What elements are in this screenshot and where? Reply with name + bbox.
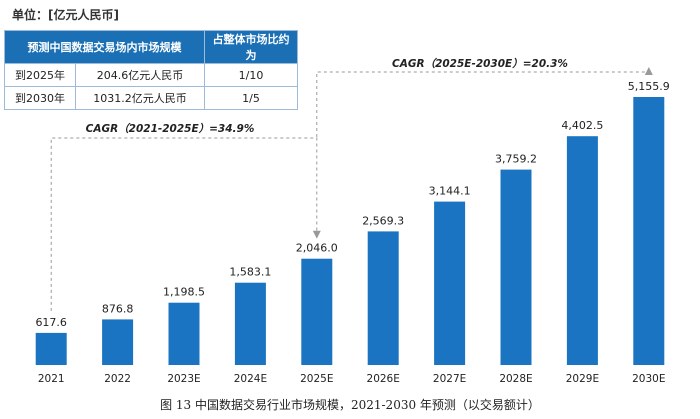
figure-caption: 图 13 中国数据交易行业市场规模，2021-2030 年预测（以交易额计） (160, 398, 540, 412)
x-tick-label-2024E: 2024E (234, 373, 267, 385)
value-label-2026E: 2,569.3 (362, 214, 404, 227)
x-tick-label-2026E: 2026E (367, 373, 400, 385)
bar-2021 (35, 332, 67, 365)
value-label-2022: 876.8 (102, 302, 134, 315)
cagr-guide-line-2 (316, 67, 653, 137)
bar-2022 (102, 319, 134, 365)
info-table-cell: 到2025年 (4, 63, 76, 87)
cagr-annotation-2025-2030: CAGR（2025E-2030E）=20.3% (392, 57, 568, 70)
value-label-2028E: 3,759.2 (495, 153, 537, 166)
value-label-2024E: 1,583.1 (229, 266, 271, 279)
bar-2028E (500, 169, 532, 365)
bar-2030E (633, 97, 665, 365)
info-table-cell: 1/5 (204, 86, 298, 110)
value-label-2021: 617.6 (35, 316, 67, 329)
bar-2025E (301, 258, 333, 365)
bar-2023E (168, 302, 200, 365)
x-tick-labels-group: 2021 2022 2023E 2024E 2025E 2026E 2027E 2028E 20… (38, 373, 666, 385)
info-table-cell: 1031.2亿元人民币 (75, 86, 205, 110)
value-label-2030E: 5,155.9 (628, 80, 670, 93)
unit-label: 单位：[亿元人民币] (12, 8, 119, 22)
info-table-row: 到2030年 1031.2亿元人民币 1/5 (4, 86, 298, 110)
x-tick-label-2025E: 2025E (300, 373, 333, 385)
value-labels-group: 617.6 876.8 1,198.5 1,583.1 2,046.0 2,569.3 3,… (35, 80, 669, 329)
info-table-header-row: 预测中国数据交易场内市场规模 占整体市场比约为 (4, 30, 298, 64)
bar-2026E (367, 231, 399, 365)
value-label-2025E: 2,046.0 (296, 242, 338, 255)
x-tick-label-2027E: 2027E (433, 373, 466, 385)
x-tick-label-2022: 2022 (104, 373, 131, 385)
x-tick-label-2021: 2021 (38, 373, 65, 385)
value-label-2027E: 3,144.1 (429, 185, 471, 198)
info-table-cell: 到2030年 (4, 86, 76, 110)
x-tick-label-2030E: 2030E (632, 373, 665, 385)
bar-2024E (234, 282, 266, 365)
info-table-header-2: 占整体市场比约为 (204, 30, 298, 64)
bar-2029E (566, 136, 598, 365)
cagr-annotation-2021-2025: CAGR（2021-2025E）=34.9% (86, 122, 255, 135)
bar-2027E (434, 201, 466, 365)
value-label-2023E: 1,198.5 (163, 286, 205, 299)
x-tick-label-2028E: 2028E (499, 373, 532, 385)
cagr-guide-line-1 (50, 137, 321, 311)
bars-group (35, 97, 665, 365)
value-label-2029E: 4,402.5 (561, 119, 603, 132)
cagr-guides (50, 67, 653, 311)
info-table: 预测中国数据交易场内市场规模 占整体市场比约为 到2025年 204.6亿元人民… (4, 30, 298, 110)
x-tick-label-2023E: 2023E (167, 373, 200, 385)
x-tick-label-2029E: 2029E (566, 373, 599, 385)
